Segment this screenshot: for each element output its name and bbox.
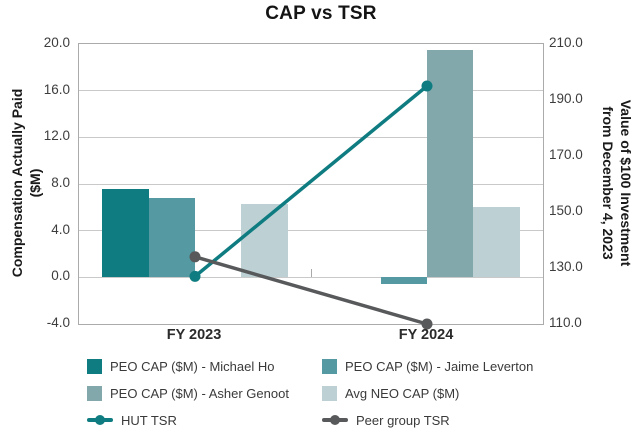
gridline <box>79 183 543 185</box>
tsr-data-point <box>189 270 201 282</box>
bar <box>473 207 520 278</box>
legend-label: HUT TSR <box>121 412 177 428</box>
bar <box>102 188 149 278</box>
right-axis-title-line1: Value of $100 Investment <box>618 99 635 267</box>
legend-item-asher-genoot: PEO CAP ($M) - Asher Genoot <box>87 383 322 403</box>
right-axis-tick-label: 130.0 <box>549 259 583 274</box>
tsr-data-point <box>421 318 433 330</box>
legend-item-avg-neo: Avg NEO CAP ($M) <box>322 383 557 403</box>
legend-item-michael-ho: PEO CAP ($M) - Michael Ho <box>87 356 322 376</box>
category-boundary-tick <box>311 269 312 278</box>
left-axis-tick-label: 8.0 <box>51 175 70 190</box>
left-axis-tick-label: 12.0 <box>43 128 70 144</box>
tsr-line <box>194 255 428 326</box>
gridline <box>79 230 543 232</box>
right-axis-title-line2: from December 4, 2023 <box>600 106 616 260</box>
right-axis-tick-label: 190.0 <box>549 91 583 106</box>
right-axis-title: Value of $100 Investment from December 4… <box>593 43 641 323</box>
legend-label: PEO CAP ($M) - Asher Genoot <box>110 385 289 401</box>
legend-swatch-jaime-leverton-icon <box>322 358 337 374</box>
left-axis-tick-label: 20.0 <box>43 35 70 50</box>
left-axis-tick-label: 16.0 <box>43 81 70 97</box>
bar <box>427 49 474 278</box>
left-axis-tick-label: 4.0 <box>51 221 70 237</box>
gridline <box>79 276 543 278</box>
tsr-lines-layer <box>189 80 433 330</box>
bar <box>148 198 195 278</box>
bar <box>241 203 288 278</box>
bar <box>380 277 427 285</box>
right-axis-tick-label: 110.0 <box>549 315 582 330</box>
tsr-data-point <box>421 80 433 92</box>
legend-line-marker-hut-tsr-icon <box>87 415 113 425</box>
left-axis-tick-label: 0.0 <box>51 268 70 284</box>
legend-item-peer-group-tsr: Peer group TSR <box>322 410 557 430</box>
right-axis-tick-label: 210.0 <box>549 35 583 50</box>
legend-swatch-avg-neo-icon <box>322 385 337 401</box>
x-label-fy2024: FY 2024 <box>398 327 454 343</box>
right-axis-tick-label: 150.0 <box>549 203 583 218</box>
gridline <box>79 90 543 92</box>
x-label-fy2023: FY 2023 <box>166 327 222 343</box>
legend-label: Avg NEO CAP ($M) <box>345 385 460 401</box>
legend-label: PEO CAP ($M) - Jaime Leverton <box>345 358 534 374</box>
chart-title: CAP vs TSR <box>265 3 377 24</box>
legend-swatch-michael-ho-icon <box>87 358 102 374</box>
legend: PEO CAP ($M) - Michael Ho PEO CAP ($M) -… <box>87 356 557 430</box>
legend-line-marker-peer-group-tsr-icon <box>322 415 348 425</box>
legend-item-hut-tsr: HUT TSR <box>87 410 322 430</box>
legend-item-jaime-leverton: PEO CAP ($M) - Jaime Leverton <box>322 356 557 376</box>
plot-area <box>78 43 544 330</box>
tsr-data-point <box>189 251 201 263</box>
legend-swatch-asher-genoot-icon <box>87 385 102 401</box>
tsr-line <box>193 84 429 278</box>
gridline <box>79 136 543 138</box>
legend-label: PEO CAP ($M) - Michael Ho <box>110 358 275 374</box>
right-axis-tick-label: 170.0 <box>549 147 583 162</box>
left-axis-tick-label: -4.0 <box>46 315 70 330</box>
legend-label: Peer group TSR <box>356 412 450 428</box>
